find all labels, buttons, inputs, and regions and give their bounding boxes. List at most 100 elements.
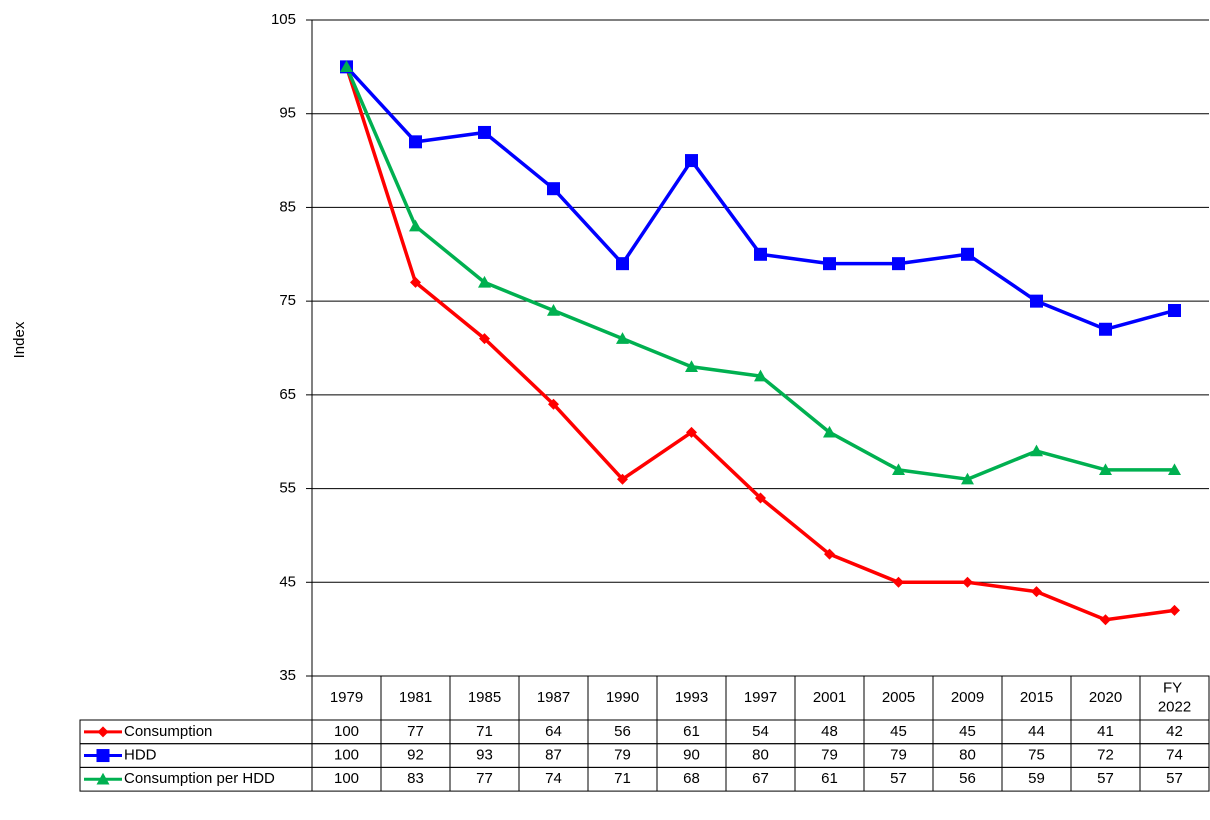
table-value: 56	[959, 770, 976, 787]
legend-label: Consumption per HDD	[124, 770, 275, 787]
table-value: 56	[614, 723, 631, 740]
table-value: 72	[1097, 747, 1114, 764]
marker	[1099, 322, 1112, 336]
x-tick-label: 2015	[1020, 689, 1053, 706]
y-tick-label: 45	[279, 573, 296, 590]
series-line	[344, 66, 1175, 622]
marker	[479, 333, 490, 345]
table-value: 67	[752, 770, 769, 787]
x-tick-label: 1990	[606, 689, 639, 706]
marker	[961, 247, 974, 261]
table-value: 93	[476, 747, 493, 764]
table-value: 79	[890, 747, 907, 764]
marker	[616, 332, 629, 344]
table-value: 77	[407, 723, 424, 740]
legend-marker	[97, 726, 109, 738]
x-tick-label: 1979	[330, 689, 363, 706]
table-value: 80	[959, 747, 976, 764]
marker	[1168, 304, 1181, 318]
marker	[478, 275, 491, 288]
series-line	[344, 66, 1175, 481]
table-value: 79	[821, 747, 838, 764]
marker	[548, 398, 559, 410]
y-tick-label: 55	[279, 480, 296, 497]
marker	[1030, 444, 1043, 457]
table-value: 61	[683, 723, 700, 740]
table-value: 74	[545, 770, 562, 787]
y-tick-label: 75	[279, 292, 296, 309]
table-value: 41	[1097, 723, 1114, 740]
table-value: 79	[614, 747, 631, 764]
marker	[409, 219, 422, 232]
marker	[1168, 463, 1181, 476]
table-value: 64	[545, 723, 562, 740]
table-value: 74	[1166, 747, 1183, 764]
table-value: 75	[1028, 747, 1045, 764]
table-value: 87	[545, 747, 562, 764]
x-tick-label: FY 2022	[1158, 679, 1191, 715]
table-value: 48	[821, 723, 838, 740]
marker	[1031, 586, 1042, 598]
y-tick-label: 65	[279, 386, 296, 403]
marker	[1169, 604, 1180, 616]
table-value: 83	[407, 770, 424, 787]
table-value: 45	[890, 723, 907, 740]
marker	[1030, 294, 1043, 308]
y-tick-label: 85	[279, 198, 296, 215]
legend-marker	[96, 772, 110, 785]
y-tick-label: 105	[271, 11, 296, 28]
marker	[893, 576, 904, 588]
table-value: 77	[476, 770, 493, 787]
marker	[824, 548, 835, 560]
table-value: 80	[752, 747, 769, 764]
x-tick-label: 2020	[1089, 689, 1122, 706]
table-value: 45	[959, 723, 976, 740]
y-axis-label: Index	[11, 321, 28, 358]
legend-marker	[96, 749, 110, 763]
table-value: 100	[334, 747, 359, 764]
marker	[616, 257, 629, 271]
x-tick-label: 2009	[951, 689, 984, 706]
marker	[547, 304, 560, 316]
marker	[410, 276, 421, 288]
marker	[685, 154, 698, 168]
table-value: 68	[683, 770, 700, 787]
table-value: 54	[752, 723, 769, 740]
table-value: 59	[1028, 770, 1045, 787]
marker	[892, 463, 905, 476]
legend-label: Consumption	[124, 723, 212, 740]
marker	[823, 257, 836, 271]
marker	[478, 125, 491, 139]
marker	[962, 576, 973, 588]
table-value: 57	[1166, 770, 1183, 787]
marker	[340, 60, 353, 73]
legend-label: HDD	[124, 747, 157, 764]
table-value: 71	[476, 723, 493, 740]
series-line	[345, 65, 1175, 332]
marker	[617, 473, 628, 485]
x-tick-label: 1985	[468, 689, 501, 706]
table-value: 44	[1028, 723, 1045, 740]
marker	[754, 247, 767, 261]
table-value: 100	[334, 723, 359, 740]
marker	[754, 369, 767, 382]
marker	[685, 360, 698, 372]
marker	[1100, 614, 1111, 626]
x-tick-label: 1993	[675, 689, 708, 706]
x-tick-label: 1997	[744, 689, 777, 706]
marker	[961, 472, 974, 485]
marker	[755, 492, 766, 504]
table-value: 71	[614, 770, 631, 787]
marker	[1099, 463, 1112, 476]
table-value: 57	[890, 770, 907, 787]
table-value: 90	[683, 747, 700, 764]
table-value: 61	[821, 770, 838, 787]
marker	[892, 257, 905, 271]
table-value: 42	[1166, 723, 1183, 740]
table-value: 57	[1097, 770, 1114, 787]
table-row-border	[79, 766, 1210, 792]
y-tick-label: 95	[279, 105, 296, 122]
marker	[409, 135, 422, 149]
